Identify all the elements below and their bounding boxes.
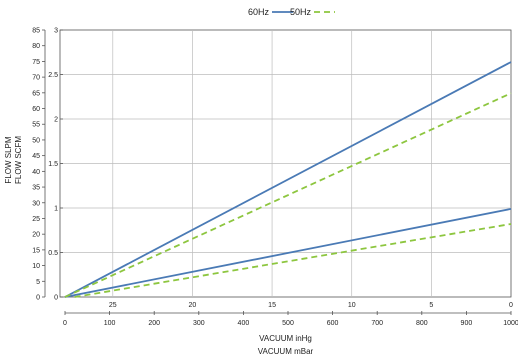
x-tick-label-mbar: 200 <box>148 320 160 327</box>
x-axis-title-mbar: VACUUM mBar <box>258 347 314 356</box>
x-tick-label-mbar: 400 <box>238 320 250 327</box>
x-tick-label-mbar: 300 <box>193 320 205 327</box>
legend: 60Hz 50Hz <box>248 7 335 17</box>
y-tick-label-slpm: 30 <box>32 200 40 207</box>
x-tick-label-mbar: 1000 <box>503 320 518 327</box>
y-tick-label-scfm: 2 <box>54 117 58 124</box>
x-tick-label-mbar: 700 <box>371 320 383 327</box>
x-axis-title-inhg: VACUUM inHg <box>259 334 312 343</box>
y-tick-label-slpm: 5 <box>36 279 40 286</box>
y-axis-title-scfm: FLOW SCFM <box>14 136 23 184</box>
x-tick-label-mbar: 600 <box>327 320 339 327</box>
x-tick-label-inhg: 5 <box>429 302 433 309</box>
x-tick-label-inhg: 25 <box>109 302 117 309</box>
x-tick-label-mbar: 100 <box>104 320 116 327</box>
grid <box>59 29 512 298</box>
x-tick-label-inhg: 20 <box>189 302 197 309</box>
x-tick-label-inhg: 15 <box>268 302 276 309</box>
x-tick-label-mbar: 800 <box>416 320 428 327</box>
y-tick-label-slpm: 25 <box>32 216 40 223</box>
legend-label-60hz: 60Hz <box>248 7 270 17</box>
y-tick-label-slpm: 50 <box>32 137 40 144</box>
y-tick-label-scfm: 3 <box>54 28 58 35</box>
axes: 051015202530354045505560657075808500.511… <box>4 28 518 357</box>
y-tick-label-slpm: 75 <box>32 59 40 66</box>
y-tick-label-slpm: 60 <box>32 106 40 113</box>
legend-label-50hz: 50Hz <box>290 7 312 17</box>
y-tick-label-slpm: 80 <box>32 43 40 50</box>
y-tick-label-scfm: 1.5 <box>48 161 58 168</box>
y-tick-label-slpm: 70 <box>32 75 40 82</box>
x-tick-label-inhg: 10 <box>348 302 356 309</box>
y-tick-label-slpm: 10 <box>32 263 40 270</box>
y-tick-label-scfm: 0 <box>54 295 58 302</box>
series-lines <box>64 61 512 298</box>
series-line-60hz-1 <box>64 208 512 298</box>
y-tick-label-scfm: 2.5 <box>48 72 58 79</box>
y-tick-label-slpm: 40 <box>32 169 40 176</box>
y-tick-label-scfm: 1 <box>54 206 58 213</box>
x-tick-label-inhg: 0 <box>509 302 513 309</box>
x-tick-label-mbar: 900 <box>461 320 473 327</box>
y-tick-label-slpm: 0 <box>36 295 40 302</box>
y-tick-label-slpm: 15 <box>32 247 40 254</box>
y-tick-label-scfm: 0.5 <box>48 250 58 257</box>
series-line-50hz-3 <box>74 223 512 298</box>
y-axis-title-slpm: FLOW SLPM <box>4 136 13 183</box>
y-tick-label-slpm: 65 <box>32 90 40 97</box>
x-tick-label-mbar: 500 <box>282 320 294 327</box>
series-line-50hz-2 <box>64 92 512 298</box>
series-line-60hz-0 <box>64 61 512 298</box>
y-tick-label-slpm: 85 <box>32 28 40 35</box>
x-tick-label-mbar: 0 <box>63 320 67 327</box>
y-tick-label-slpm: 35 <box>32 185 40 192</box>
y-tick-label-slpm: 20 <box>32 232 40 239</box>
y-tick-label-slpm: 55 <box>32 122 40 129</box>
y-tick-label-slpm: 45 <box>32 153 40 160</box>
